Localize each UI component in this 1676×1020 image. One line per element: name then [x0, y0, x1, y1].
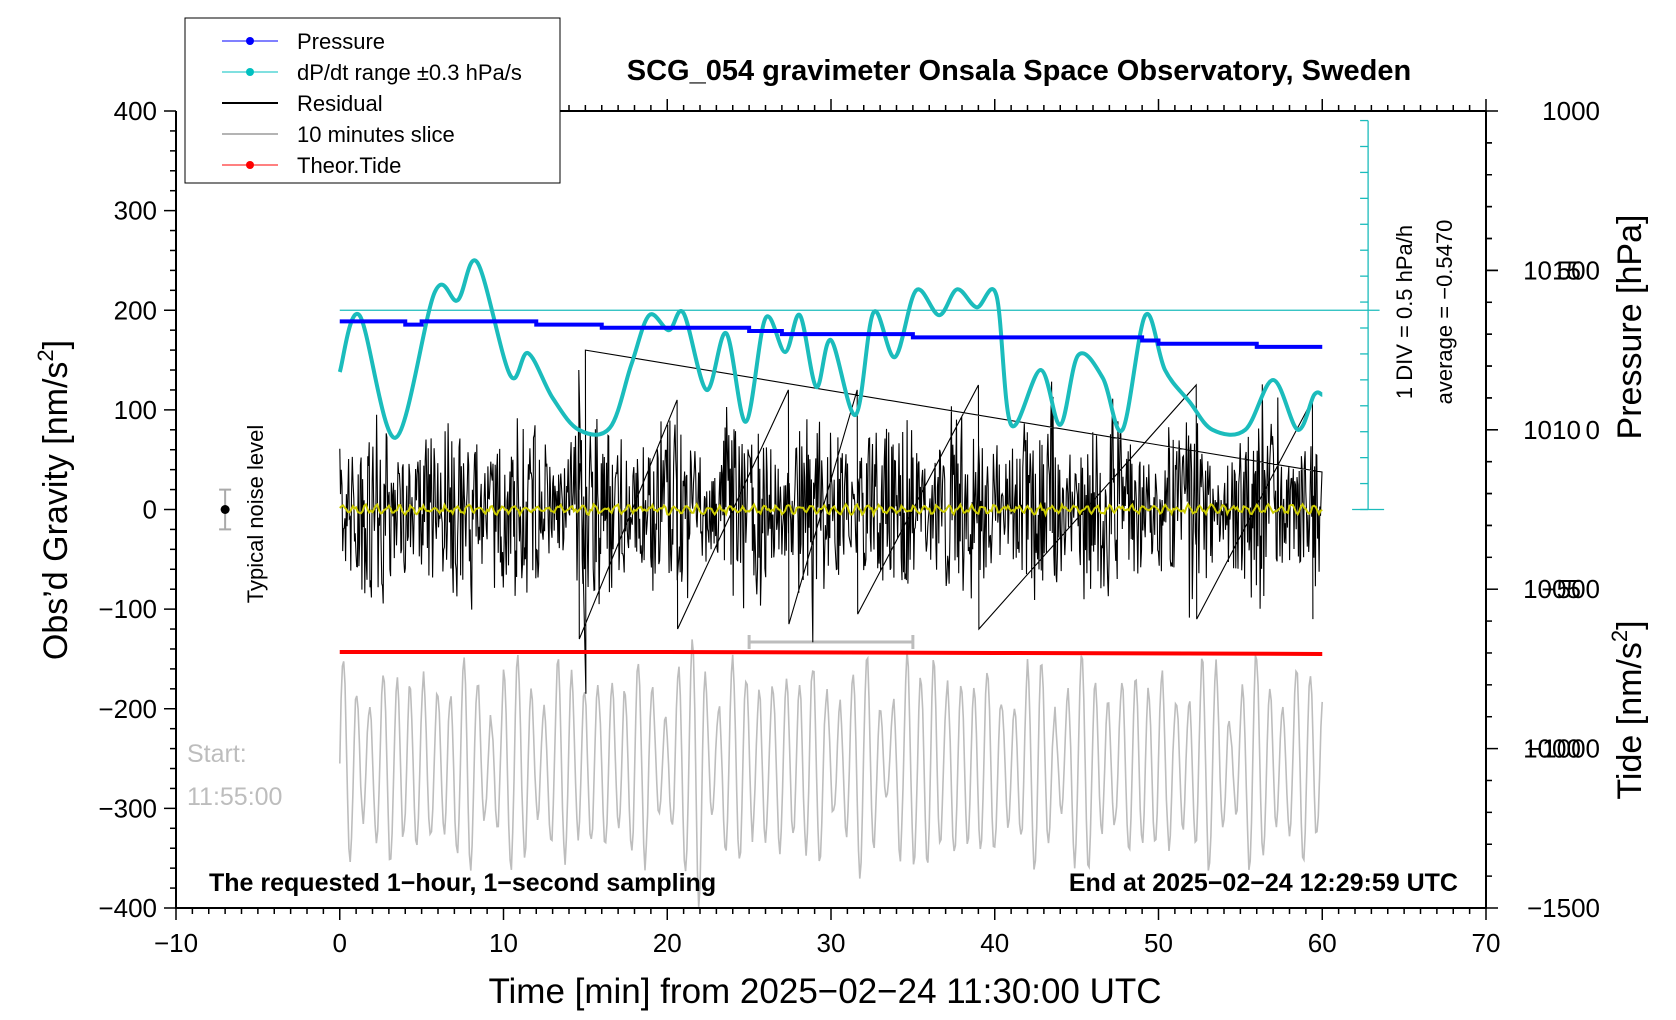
axes-layer: −10 0 10 20 30 40 50 60 704003002001000−100−200−…	[98, 96, 1600, 958]
noise-level-point	[220, 505, 230, 514]
residual-series-line	[339, 349, 1323, 694]
legend-item-label: dP/dt range ±0.3 hPa/s	[297, 60, 522, 85]
y-axis-label-main: Obs’d Gravity [nm/s	[37, 362, 75, 661]
x-tick-label: −10	[154, 928, 198, 958]
y-axis-label: Obs’d Gravity [nm/s2]	[33, 340, 75, 660]
y-tick-label: −100	[98, 594, 157, 624]
y-tick-label: 400	[114, 96, 157, 126]
x-tick-label: 10	[489, 928, 518, 958]
x-tick-label: 70	[1472, 928, 1501, 958]
x-tick-label: 60	[1308, 928, 1337, 958]
x-tick-label: 40	[980, 928, 1009, 958]
pressure-axis-label: Pressure [hPa]	[1611, 215, 1649, 440]
legend-item-label: 10 minutes slice	[297, 122, 455, 147]
legend-swatch-marker	[246, 68, 254, 76]
pressure-tick-label: 1000	[1523, 734, 1581, 764]
footer-right: End at 2025−02−24 12:29:59 UTC	[1069, 869, 1458, 897]
x-tick-label: 30	[817, 928, 846, 958]
legend: Pressure dP/dt range ±0.3 hPa/s Residual 10…	[184, 17, 561, 184]
y-axis-label-sup: 2	[33, 349, 58, 361]
tide-axis-label: Tide [nm/s2]	[1607, 620, 1649, 799]
legend-item-label: Pressure	[297, 29, 385, 54]
legend-swatch-marker	[246, 161, 254, 169]
pressure-series-line	[339, 319, 1323, 349]
slice-bracket	[747, 635, 915, 650]
tide-tick-label: −1000	[1527, 734, 1600, 764]
start-time: 11:55:00	[187, 783, 282, 811]
y-tick-label: 200	[114, 295, 157, 325]
average-label: average = −0.5470	[1432, 220, 1457, 405]
y-tick-label: −200	[98, 694, 157, 724]
divider-label: 1 DIV = 0.5 hPa/h	[1392, 225, 1417, 399]
y-tick-label: −400	[98, 893, 157, 923]
x-tick-label: 50	[1144, 928, 1173, 958]
footer-left: The requested 1−hour, 1−second sampling	[209, 869, 716, 897]
residual-layer	[339, 349, 1323, 694]
tide-tick-label: −500	[1541, 574, 1600, 604]
y-tick-label: −300	[98, 793, 157, 823]
dpdt-series-line	[337, 258, 1324, 440]
y-tick-label: 0	[143, 495, 157, 525]
tide-tick-label: 0	[1586, 415, 1600, 445]
y-tick-label: 300	[114, 196, 157, 226]
tide-tick-label: 1000	[1542, 96, 1600, 126]
x-axis-label: Time [min] from 2025−02−24 11:30:00 UTC	[488, 972, 1161, 1011]
chart-title: SCG_054 gravimeter Onsala Space Observat…	[627, 55, 1411, 87]
tide-axis-label-end: ]	[1611, 620, 1649, 629]
x-tick-label: 20	[653, 928, 682, 958]
legend-box	[184, 17, 561, 184]
noise-level-label: Typical noise level	[243, 425, 268, 604]
pressure-tick-label: 1005	[1523, 574, 1581, 604]
y-axis-label-end: ]	[37, 340, 75, 349]
legend-item-label: Residual	[297, 91, 383, 116]
tide-tick-label: 500	[1557, 255, 1600, 285]
residual-smoothed-line	[339, 501, 1323, 519]
x-tick-label: 0	[333, 928, 347, 958]
tide-axis-label-sup: 2	[1607, 630, 1632, 642]
tide-tick-label: −1500	[1527, 893, 1600, 923]
series-layer	[219, 119, 1385, 656]
legend-swatch-marker	[246, 37, 254, 45]
legend-item-label: Theor.Tide	[297, 153, 401, 178]
tide-axis-label-main: Tide [nm/s	[1611, 642, 1649, 799]
slice-layer	[339, 635, 1323, 907]
start-label: Start:	[187, 740, 247, 768]
tide-series-line	[339, 649, 1323, 656]
pressure-tick-label: 1015	[1523, 255, 1581, 285]
y-tick-label: 100	[114, 395, 157, 425]
slice-series-line	[339, 639, 1323, 907]
pressure-tick-label: 1010	[1523, 415, 1581, 445]
